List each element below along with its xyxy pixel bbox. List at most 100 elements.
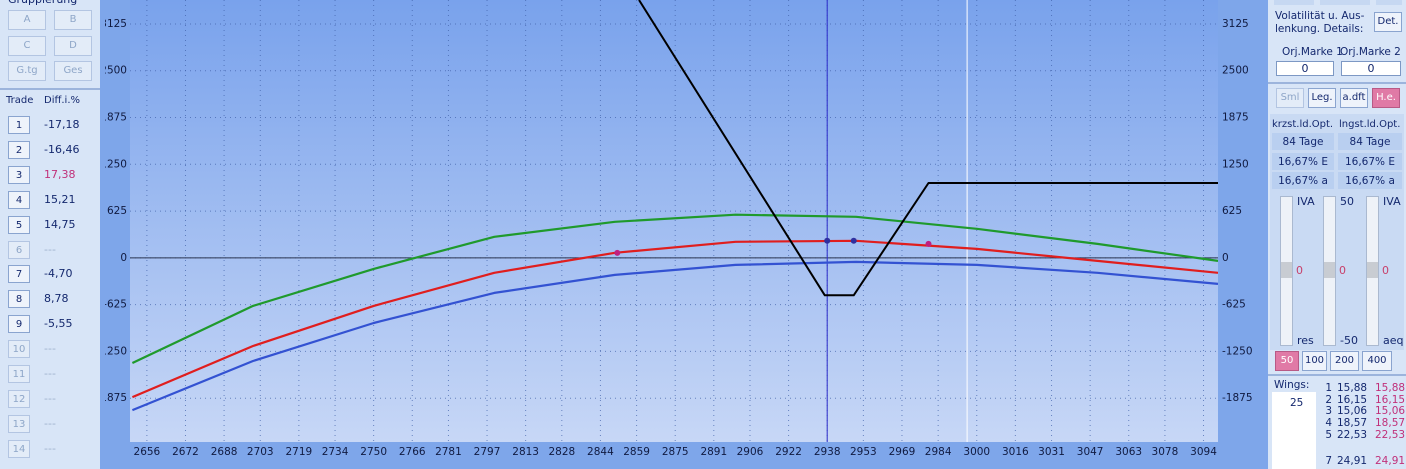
wings-index: 5 [1325, 429, 1332, 441]
x-tick-label: 2797 [474, 446, 501, 458]
y-tick-label: 1250 [105, 158, 127, 170]
trade-button[interactable]: 8 [8, 290, 30, 309]
x-tick-label: 2813 [512, 446, 539, 458]
group-button[interactable]: A [8, 10, 46, 30]
y2-tick-label: 1875 [1222, 112, 1249, 124]
trade-diff: --- [44, 367, 56, 380]
range-button[interactable]: 100 [1302, 351, 1327, 371]
trade-diff: -16,46 [44, 142, 80, 156]
x-tick-label: 2859 [623, 446, 650, 458]
range-button[interactable]: 400 [1362, 351, 1392, 371]
wings-index: 1 [1325, 382, 1332, 394]
trade-button[interactable]: 13 [8, 414, 30, 433]
trade-button[interactable]: 4 [8, 190, 30, 209]
trade-diff: 15,21 [44, 192, 76, 206]
wings-value: 24,91 [1337, 455, 1368, 467]
x-tick-label: 2672 [172, 446, 199, 458]
option-cell: 16,67% a [1272, 172, 1334, 189]
slider-thumb [1324, 262, 1335, 278]
wings-index: 7 [1325, 455, 1332, 467]
x-tick-label: 2750 [360, 446, 387, 458]
range-button[interactable]: 50 [1275, 351, 1299, 371]
slider-top: IVA [1297, 195, 1315, 208]
y2-tick-label: 625 [1222, 205, 1242, 217]
y2-tick-label: 2500 [1222, 65, 1249, 77]
volatility-label: lenkung. Details: [1275, 23, 1364, 35]
marker-point [824, 237, 831, 244]
trade-button[interactable]: 1 [8, 116, 30, 134]
slider-top: IVA [1383, 195, 1401, 208]
marke-input[interactable]: 0 [1341, 61, 1401, 76]
y-tick-label: 0 [120, 252, 127, 264]
trade-button[interactable]: 14 [8, 439, 30, 458]
group-button[interactable]: B [54, 10, 92, 30]
group-button[interactable]: Ges [54, 61, 92, 81]
trade-button[interactable]: 3 [8, 165, 30, 184]
trade-diff: --- [44, 441, 56, 455]
trade-button[interactable]: 7 [8, 265, 30, 284]
group-button[interactable]: C [8, 36, 46, 56]
y2-tick-label: -1875 [1222, 392, 1253, 404]
panel-title: Gruppierung [8, 0, 77, 6]
top-cut-box [1320, 0, 1370, 5]
marke-input[interactable]: 0 [1276, 61, 1334, 76]
series-line [131, 213, 1218, 364]
y-tick-label: 3125 [105, 18, 127, 30]
option-header: lngst.ld.Opt. [1339, 119, 1401, 130]
x-tick-label: 3047 [1077, 446, 1104, 458]
group-button[interactable]: G.tg [8, 61, 46, 81]
x-tick-label: 2953 [850, 446, 877, 458]
y-tick-label: 1875 [105, 112, 127, 124]
view-button[interactable]: a.dft [1340, 88, 1368, 108]
slider-bottom: -50 [1340, 334, 1358, 347]
option-cell: 16,67% a [1338, 172, 1402, 189]
trade-button[interactable]: 2 [8, 140, 30, 159]
y2-tick-label: 3125 [1222, 18, 1249, 30]
wings-value-alt: 16,15 [1375, 394, 1406, 406]
trade-button[interactable]: 11 [8, 365, 30, 383]
marke-label: Orj.Marke 2 [1340, 46, 1401, 58]
wings-value: 15,06 [1337, 405, 1368, 417]
x-tick-label: 2781 [435, 446, 462, 458]
trade-button[interactable]: 6 [8, 240, 30, 259]
trade-diff: --- [44, 342, 56, 356]
option-header: krzst.ld.Opt. [1272, 119, 1334, 130]
y-tick-label: 2500 [105, 65, 127, 77]
trade-button[interactable]: 5 [8, 215, 30, 234]
x-tick-label: 2688 [211, 446, 238, 458]
header-trade: Trade [6, 95, 34, 106]
details-button[interactable]: Det. [1374, 12, 1402, 32]
x-tick-label: 2984 [925, 446, 952, 458]
trade-button[interactable]: 9 [8, 315, 30, 334]
x-tick-label: 3000 [963, 446, 990, 458]
y2-tick-label: -625 [1222, 299, 1246, 311]
wings-index: 4 [1325, 417, 1332, 429]
series-line [131, 260, 1218, 412]
x-tick-label: 2719 [286, 446, 313, 458]
y2-tick-label: 1250 [1222, 158, 1249, 170]
x-tick-label: 2828 [548, 446, 575, 458]
option-cell: 84 Tage [1338, 133, 1402, 150]
x-tick-label: 2875 [662, 446, 689, 458]
view-button[interactable]: Sml [1276, 88, 1304, 108]
group-button[interactable]: D [54, 36, 92, 56]
wings-value: 16,15 [1337, 394, 1368, 406]
slider-value: 0 [1296, 264, 1303, 277]
x-tick-label: 2906 [737, 446, 764, 458]
series-line [131, 239, 1218, 399]
view-button[interactable]: Leg. [1308, 88, 1336, 108]
view-button[interactable]: H.e. [1372, 88, 1400, 108]
option-cell: 16,67% E [1272, 152, 1334, 170]
slider-thumb [1281, 262, 1292, 278]
trade-diff: --- [44, 416, 56, 430]
range-button[interactable]: 200 [1330, 351, 1359, 371]
x-tick-label: 2844 [587, 446, 614, 458]
trade-button[interactable]: 12 [8, 389, 30, 408]
trade-button[interactable]: 10 [8, 340, 30, 359]
wings-label: Wings: [1274, 379, 1310, 391]
x-tick-label: 3063 [1115, 446, 1142, 458]
header-diff: Diff.i.% [44, 95, 81, 106]
right-panel: Volatilität u. Aus-lenkung. Details: Det.… [1268, 0, 1406, 469]
trade-diff: -17,18 [44, 118, 80, 131]
slider-value: 0 [1382, 264, 1389, 277]
